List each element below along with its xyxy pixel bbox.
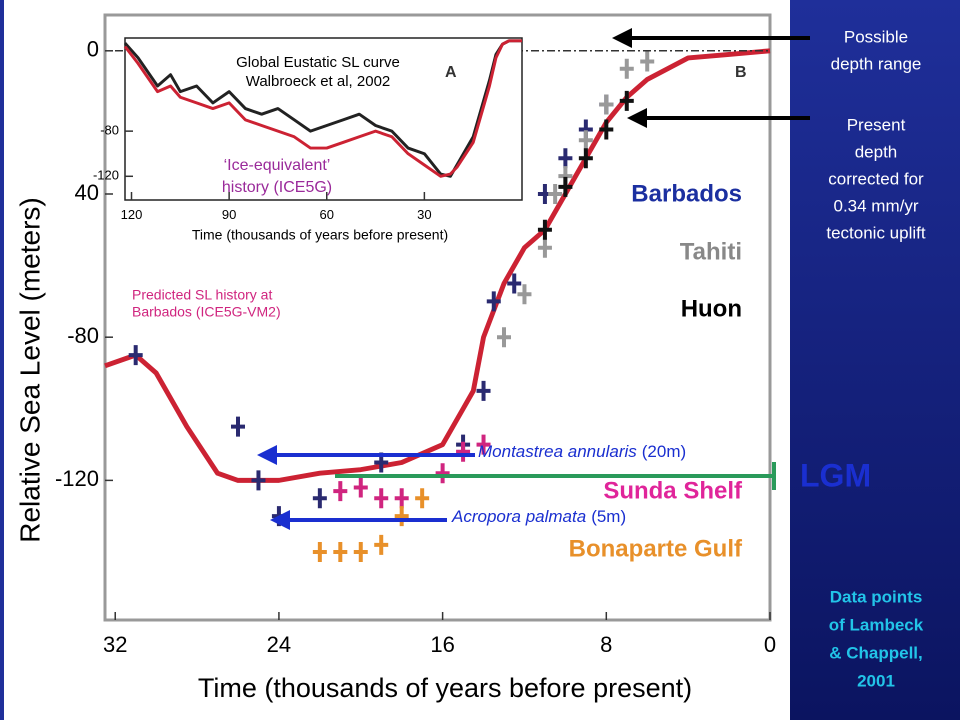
chart: 120 90 60 30 -80 -120 Global Eustatic SL curve… (93, 37, 523, 243)
data-point (537, 219, 552, 240)
x-tick-label: 120 (121, 207, 143, 222)
data-point (312, 541, 327, 562)
data-point (599, 94, 614, 115)
data-point (231, 416, 245, 437)
data-point (517, 284, 532, 305)
y-tick-label: -80 (67, 323, 99, 348)
data-point (640, 51, 655, 72)
data-point (456, 441, 471, 462)
x-axis-title: Time (thousands of years before present) (192, 227, 448, 243)
series-line (104, 48, 771, 483)
side-note: Possible (844, 27, 908, 46)
x-tick-label: 30 (417, 207, 431, 222)
data-point (435, 463, 450, 484)
side-source: Data points (830, 587, 923, 606)
x-tick-label: 8 (600, 632, 612, 657)
data-point (558, 176, 573, 197)
data-point (619, 58, 634, 79)
side-source: & Chappell, (829, 643, 923, 662)
side-note: depth (855, 142, 898, 161)
series-label: Huon (681, 295, 742, 322)
series-line (123, 39, 522, 178)
x-tick-label: 24 (267, 632, 291, 657)
data-point (333, 481, 348, 502)
species: Acropora palmata (451, 507, 586, 526)
lgm-label: LGM (800, 457, 871, 493)
y-axis-title: Relative Sea Level (meters) (14, 197, 45, 542)
data-point (333, 541, 348, 562)
side-source: of Lambeck (829, 615, 924, 634)
y-tick-label: 40 (75, 180, 99, 205)
data-point (374, 488, 389, 509)
species: Montastrea annularis (478, 442, 637, 461)
series-label: Barbados (631, 180, 742, 207)
series-label: Tahiti (680, 238, 742, 265)
y-tick-label: -120 (93, 168, 119, 183)
data-point (497, 327, 511, 348)
x-tick-label: 16 (430, 632, 454, 657)
x-tick-label: 60 (320, 207, 334, 222)
data-point (619, 90, 634, 111)
y-tick-label: -120 (55, 466, 99, 491)
y-tick-label: -80 (100, 123, 119, 138)
annotation: Barbados (ICE5G-VM2) (132, 304, 281, 320)
data-point (394, 488, 409, 509)
data-point (353, 477, 368, 498)
data-point (476, 434, 491, 455)
side-note: 0.34 mm/yr (833, 196, 918, 215)
data-point (476, 380, 491, 401)
panel-label: B (735, 64, 747, 81)
side-panel (790, 0, 960, 720)
data-point (128, 345, 143, 366)
data-point (537, 237, 552, 258)
side-note: Present (847, 115, 906, 134)
plot-area (124, 37, 523, 201)
inset-title: Global Eustatic SL curve (236, 54, 400, 71)
depth: (20m) (642, 442, 686, 461)
data-point (486, 291, 501, 312)
inset-legend: ‘Ice-equivalent’ (224, 157, 331, 174)
data-point (353, 541, 368, 562)
data-point (507, 273, 522, 294)
annotation: Predicted SL history at (132, 287, 272, 303)
x-tick-label: 0 (764, 632, 776, 657)
side-note: corrected for (828, 169, 924, 188)
data-point (374, 534, 389, 555)
side-source: 2001 (857, 671, 895, 690)
series-line (123, 39, 522, 178)
x-tick-label: 90 (222, 207, 236, 222)
data-point (578, 130, 593, 151)
edge (0, 0, 4, 720)
data-point (599, 119, 614, 140)
data-point (312, 488, 327, 509)
y-tick-label: 0 (87, 37, 99, 62)
panel-label: A (445, 64, 457, 81)
data-point (548, 183, 563, 204)
series-label: Sunda Shelf (603, 477, 743, 504)
data-point (578, 148, 593, 169)
data-point (558, 148, 573, 169)
data-point (415, 488, 430, 509)
series-label: Bonaparte Gulf (569, 535, 743, 562)
data-point (394, 506, 409, 527)
inset-title: Walbroeck et al, 2002 (246, 73, 391, 90)
annotation: Acropora palmata (5m) (451, 507, 626, 526)
side-note: depth range (831, 54, 922, 73)
x-axis-title: Time (thousands of years before present) (198, 673, 692, 703)
side-text: Possible depth range Present depth corrected… (826, 27, 925, 690)
data-point (251, 470, 266, 491)
side-note: tectonic uplift (826, 223, 925, 242)
annotation: Montastrea annularis (20m) (478, 442, 686, 461)
depth: (5m) (591, 507, 626, 526)
x-tick-label: 32 (103, 632, 127, 657)
inset-legend: history (ICE5G) (222, 179, 332, 196)
